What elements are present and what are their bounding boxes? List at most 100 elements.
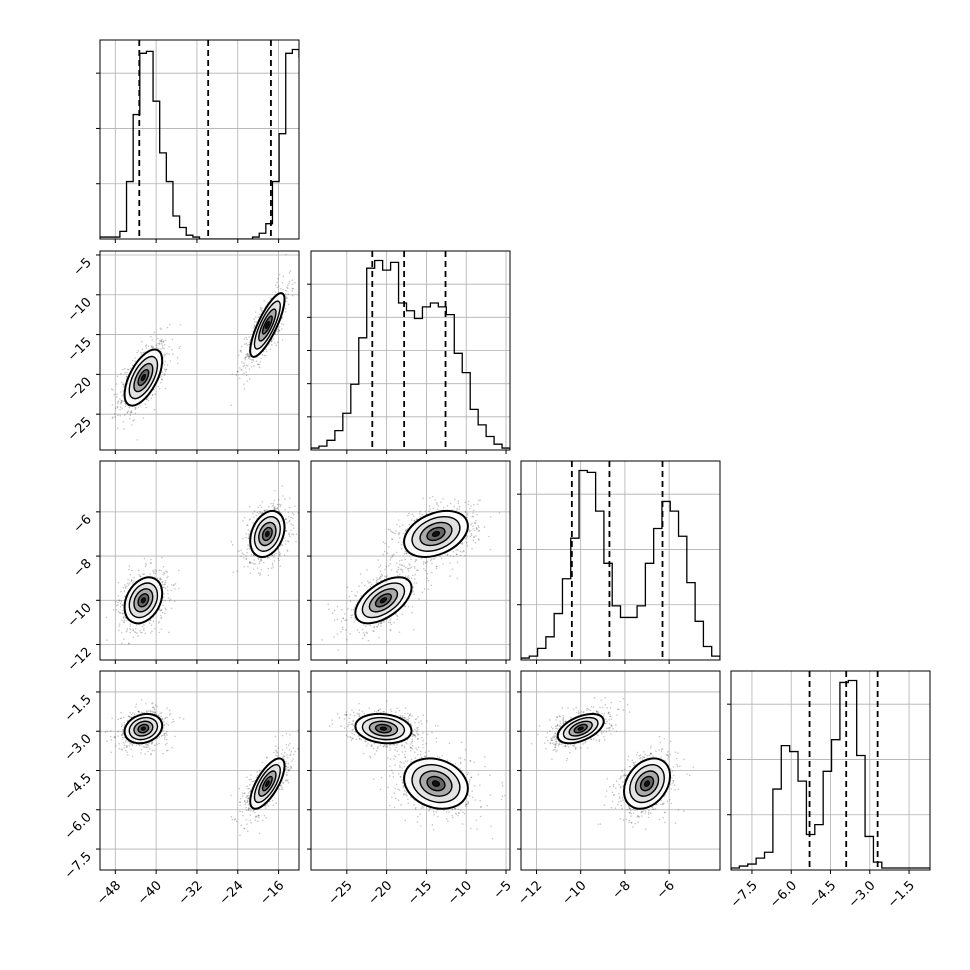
- sample-point: [253, 324, 256, 326]
- sample-point: [248, 533, 250, 536]
- sample-point: [395, 551, 398, 554]
- sample-point: [247, 355, 250, 358]
- sample-point: [391, 538, 394, 541]
- sample-point: [452, 555, 455, 558]
- sample-point: [246, 830, 249, 833]
- sample-point: [366, 632, 368, 635]
- sample-point: [470, 523, 472, 526]
- sample-point: [265, 350, 268, 353]
- sample-point: [130, 742, 132, 745]
- sample-point: [289, 270, 292, 272]
- sample-point: [117, 402, 119, 405]
- sample-point: [124, 749, 127, 752]
- sample-point: [164, 360, 166, 363]
- sample-point: [290, 516, 292, 519]
- sample-point: [154, 712, 156, 715]
- sample-point: [124, 595, 126, 598]
- sample-point: [285, 518, 287, 521]
- sample-point: [290, 523, 293, 525]
- sample-point: [390, 569, 393, 571]
- sample-point: [167, 724, 169, 726]
- sample-point: [154, 572, 157, 575]
- sample-point: [413, 593, 415, 595]
- sample-point: [248, 341, 251, 344]
- sample-point: [399, 568, 402, 571]
- sample-point: [162, 734, 164, 737]
- sample-point: [134, 713, 136, 715]
- sample-point: [121, 724, 123, 726]
- sample-point: [137, 569, 140, 572]
- sample-point: [131, 364, 134, 367]
- sample-point: [172, 584, 175, 586]
- sample-point: [165, 738, 168, 741]
- sample-point: [160, 715, 162, 718]
- sample-point: [265, 816, 268, 819]
- sample-point: [261, 819, 264, 822]
- sample-point: [231, 373, 233, 376]
- sample-point: [247, 353, 249, 356]
- sample-point: [236, 370, 239, 373]
- sample-point: [423, 588, 426, 590]
- sample-point: [287, 303, 290, 306]
- sample-point: [164, 743, 167, 746]
- sample-point: [381, 574, 384, 577]
- sample-point: [163, 724, 165, 727]
- sample-point: [131, 359, 134, 362]
- sample-point: [122, 389, 124, 392]
- sample-point: [288, 497, 291, 499]
- sample-point: [258, 560, 261, 563]
- sample-point: [233, 819, 236, 821]
- sample-point: [262, 561, 265, 564]
- sample-point: [248, 547, 251, 550]
- sample-point: [164, 716, 167, 719]
- sample-point: [126, 371, 128, 374]
- sample-point: [145, 744, 148, 746]
- sample-point: [471, 515, 474, 518]
- sample-point: [272, 338, 275, 340]
- sample-point: [125, 376, 128, 378]
- sample-point: [118, 625, 120, 627]
- sample-point: [249, 355, 251, 358]
- sample-point: [248, 336, 251, 338]
- sample-point: [244, 356, 247, 359]
- sample-point: [472, 539, 475, 542]
- sample-point: [158, 387, 161, 390]
- sample-point: [147, 710, 150, 712]
- sample-point: [369, 581, 371, 584]
- sample-point: [154, 711, 157, 714]
- sample-point: [276, 507, 279, 509]
- sample-point: [407, 605, 410, 608]
- sample-point: [145, 347, 148, 349]
- sample-point: [478, 539, 480, 541]
- sample-point: [436, 503, 438, 505]
- sample-point: [472, 503, 475, 506]
- sample-point: [178, 347, 181, 349]
- sample-point: [142, 417, 145, 419]
- sample-point: [121, 400, 123, 402]
- sample-point: [161, 718, 164, 721]
- sample-point: [390, 617, 392, 620]
- sample-point: [470, 505, 472, 507]
- sample-point: [113, 393, 115, 396]
- y-tick-label: −5: [71, 255, 95, 279]
- sample-point: [376, 626, 379, 628]
- sample-point: [284, 498, 286, 500]
- sample-point: [290, 767, 292, 770]
- sample-point: [398, 631, 401, 633]
- sample-point: [166, 571, 169, 573]
- sample-point: [146, 746, 149, 749]
- sample-point: [137, 406, 140, 408]
- sample-point: [398, 563, 401, 566]
- sample-point: [363, 624, 365, 626]
- sample-point: [249, 530, 251, 532]
- sample-point: [127, 715, 130, 717]
- sample-point: [246, 524, 248, 527]
- sample-point: [264, 805, 267, 807]
- sample-point: [246, 355, 249, 357]
- sample-point: [247, 537, 250, 540]
- sample-point: [411, 611, 413, 614]
- sample-point: [128, 568, 131, 571]
- sample-point: [121, 612, 124, 614]
- sample-point: [248, 561, 251, 564]
- sample-point: [128, 565, 131, 567]
